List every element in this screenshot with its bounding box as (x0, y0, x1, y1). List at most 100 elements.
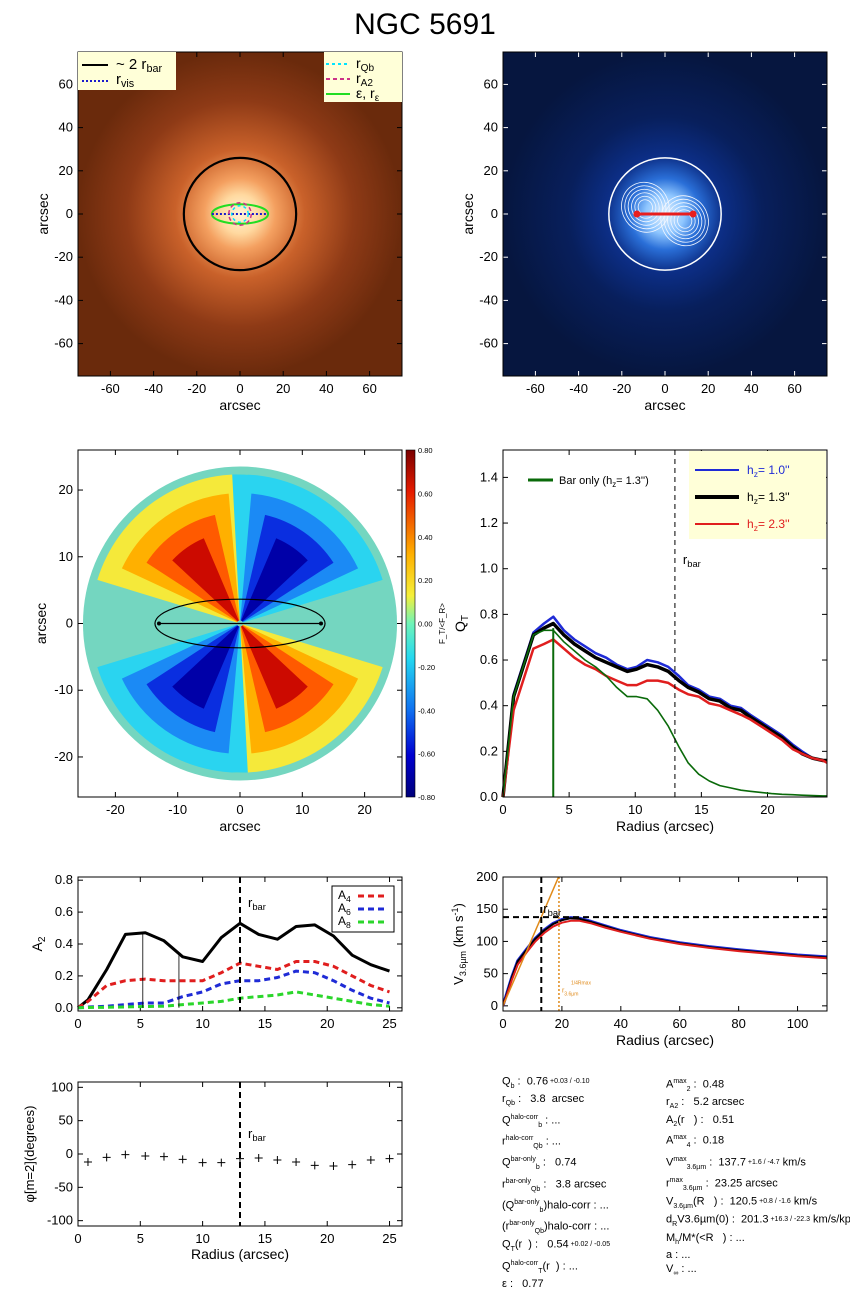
panel2-xtick-label: 60 (787, 381, 801, 396)
panel5-series-0 (77, 921, 390, 1009)
panel2-ytick-label: 60 (484, 76, 498, 91)
param-key: A (666, 1078, 674, 1091)
panel7-ytick-label: 0 (66, 1146, 73, 1161)
panel4-ytick-label: 0.8 (480, 606, 498, 621)
param-row: Vmax3.6µm : 137.7 +1.6 / -4.7 km/s (666, 1153, 850, 1174)
panel3-ellipse (154, 598, 326, 649)
panel2-bar-end (633, 210, 641, 218)
panel5-series-2 (77, 969, 390, 1010)
param-value: V3.6µm(0) : 201.3 (677, 1214, 769, 1226)
panel5-xtick-label: 15 (258, 1016, 272, 1031)
param-value: : 5.2 arcsec (678, 1096, 745, 1109)
panel2-ytick-label: -40 (479, 292, 498, 307)
panel6-xtick-label: 40 (614, 1016, 628, 1031)
param-key-sub: ∞ (673, 1269, 679, 1277)
panel1-ytick-label: -20 (54, 249, 73, 264)
panel3-ytick-label: 0 (66, 616, 73, 631)
param-key-sub: 3.6µm (673, 1202, 693, 1210)
panel2-frame (502, 51, 828, 377)
param-value: : 3.8 arcsec (540, 1178, 607, 1191)
param-value: : 23.25 arcsec (702, 1177, 778, 1190)
panel7-xtick-label: 10 (195, 1231, 209, 1246)
panel4-series-2 (501, 638, 828, 798)
panel3-ytick-label: 20 (59, 482, 73, 497)
panel4-legend-label: hz= 1.3'' (747, 490, 790, 506)
param-key-sup: halo-corr (510, 1259, 539, 1267)
param-value: : 3.8 arcsec (515, 1093, 585, 1106)
panel2-contour (667, 202, 703, 240)
param-key-sub: 2 (686, 1085, 691, 1093)
panel7-xtick-label: 25 (382, 1231, 396, 1246)
param-key-sub: Qb (534, 1227, 544, 1235)
panel3-colorbar-label: F_T/<F_R> (438, 603, 447, 644)
param-row: QT(r ) : 0.54 +0.02 / -0.05 (502, 1238, 610, 1256)
panel1-xtick-label: 20 (276, 381, 290, 396)
param-error: +16.3 / -22.3 (768, 1216, 810, 1224)
panel3-colorbar-tick-label: 0.20 (418, 576, 433, 585)
param-value: (R ) : 120.5 (692, 1195, 758, 1208)
panel3-ytick-label: -10 (54, 682, 73, 697)
panel5-xtick-label: 0 (74, 1016, 81, 1031)
panel3-sectors (97, 474, 383, 773)
panel4-ytick-label: 0.2 (480, 743, 498, 758)
panel7-point (178, 1155, 187, 1164)
panel6-xlabel: Radius (arcsec) (616, 1032, 714, 1048)
panel2-circle (608, 157, 722, 271)
param-value: (r ) : 0.51 (677, 1113, 735, 1126)
param-error: +0.02 / -0.05 (568, 1241, 611, 1249)
param-key-sub: h (675, 1238, 680, 1246)
panel5-ytick-label: 0.8 (55, 872, 73, 887)
panel7-point (102, 1153, 111, 1162)
panel3-sector (172, 625, 239, 709)
param-key-sub: Qb (533, 1142, 543, 1150)
param-key-sup: bar-only (510, 1156, 536, 1164)
panel7-ytick-label: 50 (59, 1113, 73, 1128)
param-value: : 0.77 (506, 1277, 544, 1290)
param-key: r (502, 1135, 506, 1148)
panel2-contour (627, 188, 663, 226)
param-key-sup: bar-only (505, 1177, 531, 1185)
panel7-point (385, 1154, 394, 1163)
panel2-xtick-label: -60 (526, 381, 545, 396)
param-key-sub: R (672, 1221, 678, 1229)
param-row: (Qbar-onlyb)halo-corr : ... (502, 1196, 610, 1217)
param-row: Mh/M*(<R ) : ... (666, 1232, 850, 1250)
panel7-point (159, 1152, 168, 1161)
panel2-ytick-label: 20 (484, 163, 498, 178)
panel3-colorbar-tick-label: 0.40 (418, 533, 433, 542)
param-key-sup: bar-only (514, 1198, 540, 1206)
panel3-bar-end (157, 621, 161, 626)
panel6-series-2 (503, 919, 827, 1007)
panel2-contour (631, 192, 660, 223)
panel4-ylabel: QT (452, 615, 471, 632)
panel6-xtick-label: 100 (787, 1016, 809, 1031)
panel1-2rbar-circle (182, 156, 298, 272)
param-key: V (666, 1262, 674, 1275)
panel3-colorbar-tick-label: -0.60 (418, 750, 435, 759)
param-row: Qb : 0.76 +0.03 / -0.10 (502, 1075, 610, 1093)
param-key-sup: max (673, 1078, 687, 1085)
panel2-contour (621, 181, 670, 233)
panel3-ytick-label: -20 (54, 749, 73, 764)
panel1-frame (77, 51, 403, 377)
param-unit: km/s (779, 1156, 806, 1169)
panel4-ytick-label: 0.4 (480, 698, 498, 713)
param-key-sub: T (538, 1267, 543, 1275)
panel1-legend-rvis-label: rvis (116, 71, 135, 90)
param-row: (rbar-onlyQb)halo-corr : ... (502, 1217, 610, 1238)
panel7-xtick-label: 0 (74, 1231, 81, 1246)
panel7-xtick-label: 20 (320, 1231, 334, 1246)
panel7-ytick-label: 100 (51, 1079, 73, 1094)
panel7-xtick-label: 15 (258, 1231, 272, 1246)
panel6-xtick-label: 0 (499, 1016, 506, 1031)
panel3-colorbar-tick-label: -0.40 (418, 706, 435, 715)
param-row: rmax3.6µm : 23.25 arcsec (666, 1174, 850, 1195)
panel3-ylabel: arcsec (33, 603, 49, 644)
param-value: : 0.48 (690, 1078, 725, 1091)
panel6-xtick-label: 20 (555, 1016, 569, 1031)
panel7-xlabel: Radius (arcsec) (191, 1246, 289, 1262)
panel7-point (292, 1158, 301, 1166)
param-key-sup: max (673, 1134, 687, 1142)
panel6-ytick-label: 0 (491, 998, 498, 1013)
